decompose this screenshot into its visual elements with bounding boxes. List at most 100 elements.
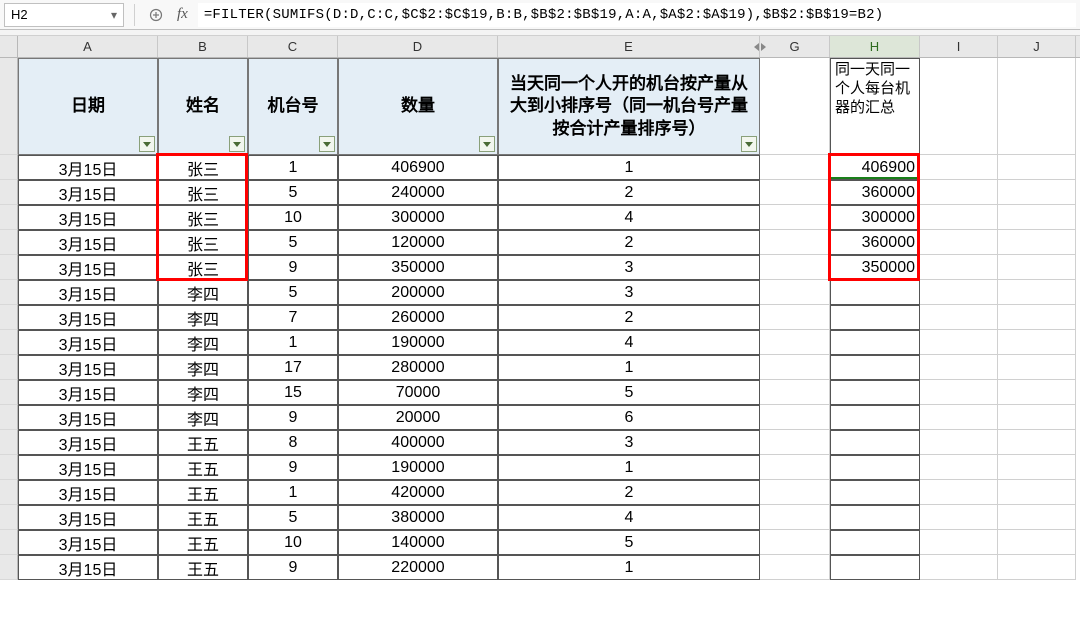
cell-D-16[interactable]: 380000	[338, 505, 498, 530]
cell-J-7[interactable]	[998, 280, 1076, 305]
cell-C-3[interactable]: 5	[248, 180, 338, 205]
cell-C-12[interactable]: 9	[248, 405, 338, 430]
cell-H-17[interactable]	[830, 530, 920, 555]
cell-C-4[interactable]: 10	[248, 205, 338, 230]
cell-I-15[interactable]	[920, 480, 998, 505]
cell-C-14[interactable]: 9	[248, 455, 338, 480]
cell-B-4[interactable]: 张三	[158, 205, 248, 230]
cell-C-16[interactable]: 5	[248, 505, 338, 530]
cell-I-11[interactable]	[920, 380, 998, 405]
cell-H-11[interactable]	[830, 380, 920, 405]
cell-I-7[interactable]	[920, 280, 998, 305]
cell-C-6[interactable]: 9	[248, 255, 338, 280]
cell-G-2[interactable]	[760, 155, 830, 180]
cell-G-10[interactable]	[760, 355, 830, 380]
column-header-I[interactable]: I	[920, 36, 998, 57]
cell-D-18[interactable]: 220000	[338, 555, 498, 580]
cell-E-3[interactable]: 2	[498, 180, 760, 205]
cell-I-12[interactable]	[920, 405, 998, 430]
cell-H-2[interactable]: 406900	[830, 155, 920, 180]
cell-A-13[interactable]: 3月15日	[18, 430, 158, 455]
row-header[interactable]	[0, 180, 18, 205]
cell-D-8[interactable]: 260000	[338, 305, 498, 330]
filter-button-icon[interactable]	[139, 136, 155, 152]
cell-B-18[interactable]: 王五	[158, 555, 248, 580]
cell-B-14[interactable]: 王五	[158, 455, 248, 480]
fx-icon[interactable]: fx	[177, 6, 188, 23]
row-header[interactable]	[0, 555, 18, 580]
cell-D-9[interactable]: 190000	[338, 330, 498, 355]
cell-D-3[interactable]: 240000	[338, 180, 498, 205]
cell-E-6[interactable]: 3	[498, 255, 760, 280]
cell-I-9[interactable]	[920, 330, 998, 355]
cell-D-2[interactable]: 406900	[338, 155, 498, 180]
cell-D-15[interactable]: 420000	[338, 480, 498, 505]
cell-G-12[interactable]	[760, 405, 830, 430]
row-header[interactable]	[0, 355, 18, 380]
cell-H-13[interactable]	[830, 430, 920, 455]
row-header[interactable]	[0, 480, 18, 505]
cell-G-15[interactable]	[760, 480, 830, 505]
cell-B-2[interactable]: 张三	[158, 155, 248, 180]
cell-B-8[interactable]: 李四	[158, 305, 248, 330]
cell-H-5[interactable]: 360000	[830, 230, 920, 255]
header-cell-G[interactable]	[760, 58, 830, 155]
cell-G-3[interactable]	[760, 180, 830, 205]
cell-D-5[interactable]: 120000	[338, 230, 498, 255]
cell-B-11[interactable]: 李四	[158, 380, 248, 405]
cell-I-3[interactable]	[920, 180, 998, 205]
cell-H-3[interactable]: 360000	[830, 180, 920, 205]
cell-H-9[interactable]	[830, 330, 920, 355]
cell-A-15[interactable]: 3月15日	[18, 480, 158, 505]
cell-D-13[interactable]: 400000	[338, 430, 498, 455]
cell-B-9[interactable]: 李四	[158, 330, 248, 355]
cell-I-5[interactable]	[920, 230, 998, 255]
cell-D-4[interactable]: 300000	[338, 205, 498, 230]
cell-D-11[interactable]: 70000	[338, 380, 498, 405]
cell-J-2[interactable]	[998, 155, 1076, 180]
cell-A-4[interactable]: 3月15日	[18, 205, 158, 230]
cell-G-5[interactable]	[760, 230, 830, 255]
cell-B-5[interactable]: 张三	[158, 230, 248, 255]
cell-E-8[interactable]: 2	[498, 305, 760, 330]
cell-C-13[interactable]: 8	[248, 430, 338, 455]
header-cell-I[interactable]	[920, 58, 998, 155]
cell-C-9[interactable]: 1	[248, 330, 338, 355]
cell-H-7[interactable]	[830, 280, 920, 305]
cell-E-2[interactable]: 1	[498, 155, 760, 180]
header-cell-D[interactable]: 数量	[338, 58, 498, 155]
row-header[interactable]	[0, 305, 18, 330]
cell-B-3[interactable]: 张三	[158, 180, 248, 205]
cell-B-7[interactable]: 李四	[158, 280, 248, 305]
cell-I-14[interactable]	[920, 455, 998, 480]
cell-I-8[interactable]	[920, 305, 998, 330]
cell-B-16[interactable]: 王五	[158, 505, 248, 530]
cell-J-13[interactable]	[998, 430, 1076, 455]
cell-I-13[interactable]	[920, 430, 998, 455]
header-cell-C[interactable]: 机台号	[248, 58, 338, 155]
cell-B-12[interactable]: 李四	[158, 405, 248, 430]
row-header[interactable]	[0, 155, 18, 180]
cell-C-7[interactable]: 5	[248, 280, 338, 305]
cell-A-14[interactable]: 3月15日	[18, 455, 158, 480]
cell-J-4[interactable]	[998, 205, 1076, 230]
cell-C-17[interactable]: 10	[248, 530, 338, 555]
header-cell-H[interactable]: 同一天同一个人每台机器的汇总	[830, 58, 920, 155]
cell-E-16[interactable]: 4	[498, 505, 760, 530]
cell-J-3[interactable]	[998, 180, 1076, 205]
cell-A-3[interactable]: 3月15日	[18, 180, 158, 205]
cell-I-10[interactable]	[920, 355, 998, 380]
cell-J-10[interactable]	[998, 355, 1076, 380]
cell-J-6[interactable]	[998, 255, 1076, 280]
cell-J-17[interactable]	[998, 530, 1076, 555]
cell-D-14[interactable]: 190000	[338, 455, 498, 480]
row-header[interactable]	[0, 380, 18, 405]
cell-A-7[interactable]: 3月15日	[18, 280, 158, 305]
row-header[interactable]	[0, 455, 18, 480]
cell-A-2[interactable]: 3月15日	[18, 155, 158, 180]
cell-I-16[interactable]	[920, 505, 998, 530]
cell-C-2[interactable]: 1	[248, 155, 338, 180]
cell-J-8[interactable]	[998, 305, 1076, 330]
row-header[interactable]	[0, 205, 18, 230]
cell-I-17[interactable]	[920, 530, 998, 555]
